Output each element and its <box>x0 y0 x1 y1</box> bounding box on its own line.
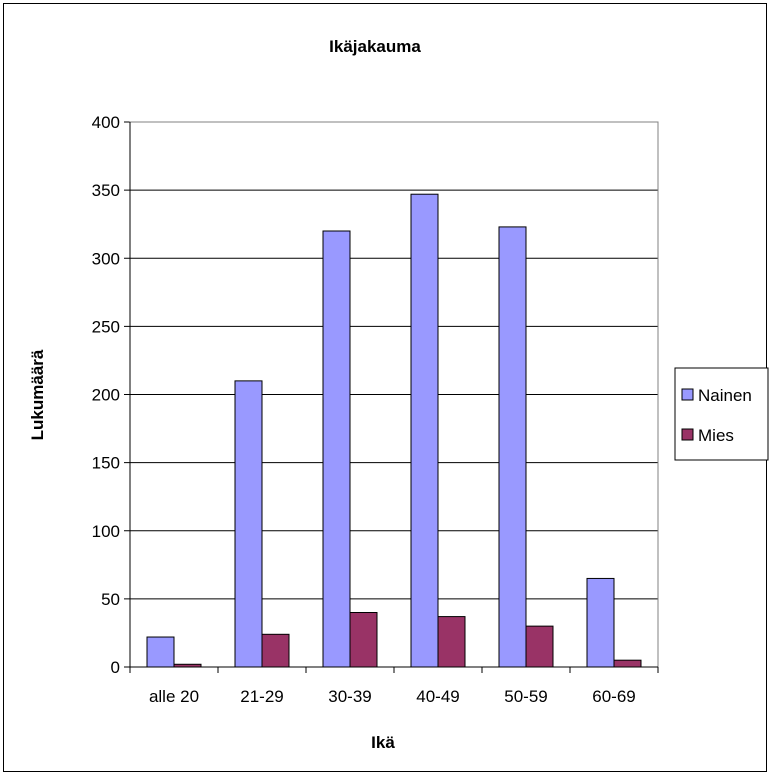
y-tick-label: 50 <box>101 590 120 609</box>
bar-nainen-30-39 <box>322 230 351 668</box>
y-tick-label: 400 <box>92 113 120 132</box>
bar-nainen-60-69 <box>586 577 615 668</box>
chart-title: Ikäjakauma <box>329 37 421 56</box>
y-tick-label: 150 <box>92 454 120 473</box>
y-tick-label: 250 <box>92 317 120 336</box>
bar-mies-40-49 <box>437 616 466 668</box>
legend-label-mies: Mies <box>698 426 734 445</box>
x-tick-label: 30-39 <box>328 687 371 706</box>
bar-mies-50-59 <box>525 625 554 668</box>
x-tick-label: 21-29 <box>240 687 283 706</box>
bar-nainen-50-59 <box>498 226 527 668</box>
legend-swatch-mies <box>681 428 694 441</box>
y-tick-label: 200 <box>92 386 120 405</box>
legend: Nainen Mies <box>674 367 769 461</box>
bar-nainen-21-29 <box>234 380 263 668</box>
y-tick-label: 300 <box>92 249 120 268</box>
x-axis-title: Ikä <box>371 733 395 752</box>
gridlines <box>130 121 658 600</box>
y-tick-label: 100 <box>92 522 120 541</box>
legend-box <box>674 367 769 461</box>
x-tick-label: 50-59 <box>504 687 547 706</box>
bar-nainen-40-49 <box>410 193 439 668</box>
legend-swatch-nainen <box>681 388 694 401</box>
legend-label-nainen: Nainen <box>698 386 752 405</box>
y-tick-label: 0 <box>111 658 120 677</box>
x-tick-label: 60-69 <box>592 687 635 706</box>
axes: 0 50 100 150 200 250 300 350 400 alle 20 21-29 30-3… <box>92 113 659 706</box>
bar-mies-60-69 <box>613 659 642 668</box>
bars <box>146 193 642 668</box>
x-tick-label: 40-49 <box>416 687 459 706</box>
y-tick-label: 350 <box>92 181 120 200</box>
bar-mies-21-29 <box>261 633 290 668</box>
bar-mies-30-39 <box>349 612 378 668</box>
bar-nainen-alle-20 <box>146 636 175 668</box>
x-tick-label: alle 20 <box>149 687 199 706</box>
y-axis-title: Lukumäärä <box>28 349 47 440</box>
